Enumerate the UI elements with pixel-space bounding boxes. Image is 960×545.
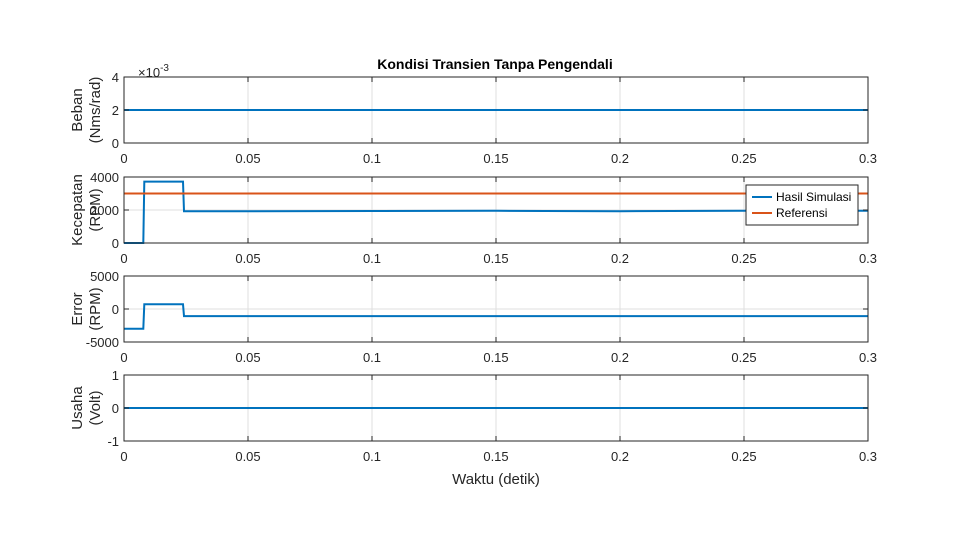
x-tick-label: 0 — [120, 449, 127, 464]
x-tick-label: 0.3 — [859, 251, 877, 266]
legend-label: Hasil Simulasi — [776, 190, 851, 204]
x-tick-label: 0.1 — [363, 251, 381, 266]
y-axis-label-line1: Beban — [69, 88, 86, 131]
y-tick-label: 0 — [112, 401, 119, 416]
x-tick-label: 0.25 — [731, 350, 756, 365]
x-tick-label: 0.1 — [363, 449, 381, 464]
y-axis-label-line2: (Volt) — [87, 390, 104, 425]
x-tick-label: 0.2 — [611, 151, 629, 166]
series-line-1 — [124, 303, 868, 330]
y-axis-label-line2: (RPM) — [87, 287, 104, 330]
x-tick-label: 0.05 — [235, 449, 260, 464]
x-tick-label: 0.2 — [611, 350, 629, 365]
x-tick-label: 0.2 — [611, 251, 629, 266]
x-tick-label: 0.05 — [235, 151, 260, 166]
y-axis-label-line1: Error — [69, 292, 86, 325]
y-tick-label: -1 — [107, 434, 119, 449]
y-tick-label: 1 — [112, 368, 119, 383]
y-tick-label: 4000 — [90, 170, 119, 185]
x-tick-label: 0.15 — [483, 449, 508, 464]
legend-box — [745, 184, 859, 226]
x-tick-label: 0.05 — [235, 251, 260, 266]
x-tick-label: 0.3 — [859, 449, 877, 464]
x-tick-label: 0.3 — [859, 151, 877, 166]
x-tick-label: 0.1 — [363, 151, 381, 166]
y-axis-label-line1: Kecepatan — [69, 174, 86, 246]
y-tick-label: 0 — [112, 136, 119, 151]
y-tick-label: -5000 — [86, 335, 119, 350]
series-line-1 — [124, 180, 869, 244]
x-tick-label: 0.1 — [363, 350, 381, 365]
figure-title: Kondisi Transien Tanpa Pengendali — [377, 56, 613, 72]
y-tick-label: 4 — [112, 70, 119, 85]
axes-2: 0 0.05 0.1 0.15 0.2 0.25 0.3 0 2000 4000 Kecepatan… — [69, 170, 877, 266]
y-axis-label-line2: (Nms/rad) — [87, 77, 104, 144]
y-tick-label: 0 — [112, 236, 119, 251]
x-tick-label: 0.25 — [731, 251, 756, 266]
y-axis-label-line2: (RPM) — [87, 188, 104, 231]
y-tick-label: 0 — [112, 302, 119, 317]
x-tick-label: 0.25 — [731, 449, 756, 464]
y-tick-label: 2000 — [90, 203, 119, 218]
x-tick-label: 0 — [120, 151, 127, 166]
legend: Hasil Simulasi Referensi — [745, 184, 859, 226]
x-tick-label: 0.2 — [611, 449, 629, 464]
y-tick-label: 5000 — [90, 269, 119, 284]
y-exponent-power: -3 — [160, 63, 169, 74]
x-tick-label: 0 — [120, 350, 127, 365]
x-tick-label: 0 — [120, 251, 127, 266]
y-axis-label-line1: Usaha — [69, 386, 86, 430]
legend-label: Referensi — [776, 206, 827, 220]
x-tick-label: 0.15 — [483, 350, 508, 365]
x-tick-label: 0.05 — [235, 350, 260, 365]
x-tick-label: 0.25 — [731, 151, 756, 166]
y-tick-label: 2 — [112, 103, 119, 118]
x-tick-label: 0.3 — [859, 350, 877, 365]
x-tick-label: 0.15 — [483, 251, 508, 266]
x-tick-label: 0.15 — [483, 151, 508, 166]
x-axis-label: Waktu (detik) — [452, 471, 540, 488]
